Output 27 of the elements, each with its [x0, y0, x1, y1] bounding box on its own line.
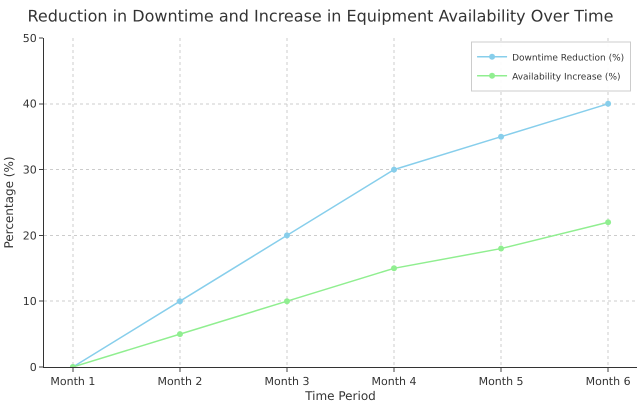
x-tick-label: Month 1 — [50, 375, 96, 388]
y-tick-label: 50 — [22, 32, 37, 45]
x-tick-label: Month 2 — [157, 375, 202, 388]
legend-label: Availability Increase (%) — [512, 72, 621, 82]
y-tick-label: 10 — [22, 295, 37, 308]
y-tick-label: 20 — [22, 229, 37, 242]
point — [284, 298, 290, 304]
point — [605, 100, 612, 107]
point — [498, 246, 504, 252]
point — [176, 331, 183, 338]
y-tick-label: 30 — [22, 163, 37, 176]
x-tick-label: Month 6 — [586, 375, 631, 388]
x-axis-title: Time Period — [304, 389, 376, 404]
x-tick-label: Month 5 — [478, 375, 524, 388]
point — [284, 232, 290, 238]
legend-label: Downtime Reduction (%) — [512, 53, 624, 64]
x-tick-label: Month 3 — [264, 375, 310, 388]
y-tick-label: 0 — [30, 360, 37, 374]
chart-title: Reduction in Downtime and Increase in Equipment Availability Over Time — [28, 6, 614, 26]
point — [391, 166, 398, 173]
y-tick-label: 40 — [22, 98, 37, 111]
point — [605, 219, 612, 226]
point — [176, 298, 183, 304]
y-axis-title: Percentage (%) — [2, 156, 16, 249]
point — [498, 134, 504, 140]
point — [391, 265, 398, 272]
x-tick-label: Month 4 — [372, 375, 417, 388]
